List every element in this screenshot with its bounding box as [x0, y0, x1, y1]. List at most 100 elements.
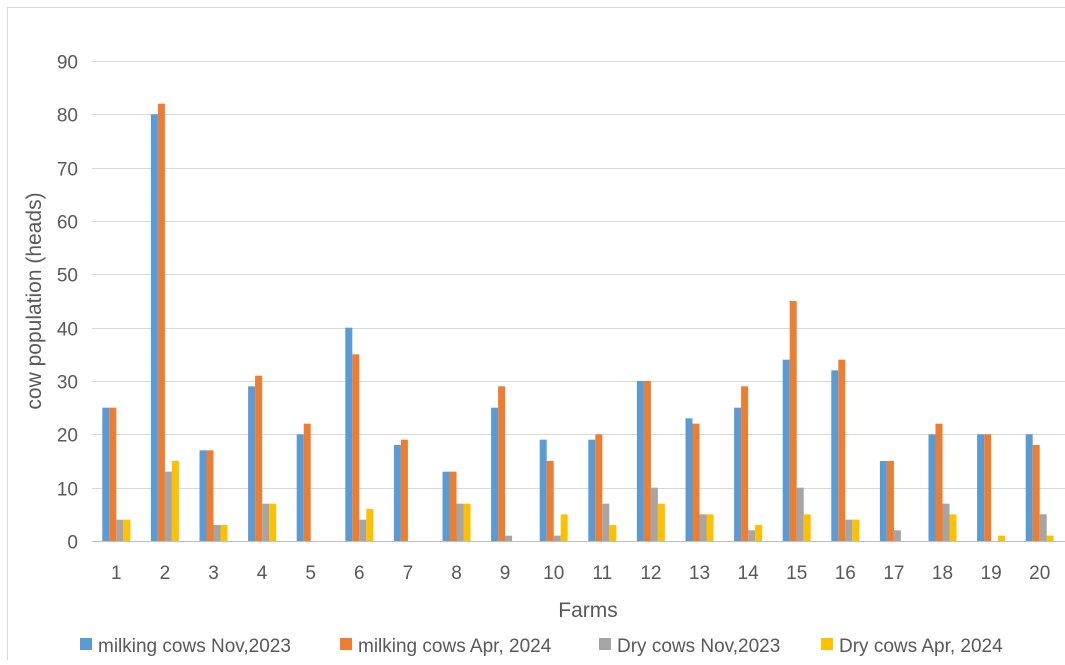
- bar: [269, 504, 276, 541]
- x-tick-label: 20: [1029, 563, 1050, 584]
- legend: milking cows Nov,2023 milking cows Apr, 2…: [80, 636, 1003, 657]
- x-tick-label: 15: [786, 563, 807, 584]
- x-axis-title: Farms: [558, 599, 618, 622]
- bar: [547, 461, 554, 541]
- bar: [123, 520, 130, 541]
- y-tick-label: 80: [57, 106, 78, 127]
- bar: [450, 472, 457, 541]
- bar: [304, 424, 311, 541]
- bar: [700, 514, 707, 541]
- bar: [831, 370, 838, 541]
- bar: [790, 301, 797, 541]
- x-tick-label: 7: [403, 563, 414, 584]
- x-tick-label: 6: [354, 563, 365, 584]
- legend-swatch: [80, 638, 92, 650]
- bar: [151, 114, 158, 541]
- legend-label: milking cows Apr, 2024: [358, 636, 552, 657]
- bar: [998, 536, 1005, 541]
- bar: [651, 488, 658, 541]
- x-tick-label: 3: [208, 563, 219, 584]
- bar: [221, 525, 228, 541]
- bar: [797, 488, 804, 541]
- bar: [707, 514, 714, 541]
- x-tick-label: 10: [543, 563, 564, 584]
- bar: [297, 434, 304, 541]
- y-tick-label: 70: [57, 160, 78, 181]
- x-tick-label: 2: [160, 563, 171, 584]
- x-tick-label: 17: [883, 563, 904, 584]
- legend-swatch: [821, 638, 833, 650]
- bar: [1033, 445, 1040, 541]
- bar: [554, 536, 561, 541]
- y-tick-label: 30: [57, 373, 78, 394]
- bar: [637, 381, 644, 541]
- x-tick-label: 18: [932, 563, 953, 584]
- bar: [109, 408, 116, 541]
- y-axis-title: cow population (heads): [23, 192, 46, 409]
- bar: [977, 434, 984, 541]
- bar: [1026, 434, 1033, 541]
- bar: [588, 440, 595, 541]
- x-tick-label: 13: [689, 563, 710, 584]
- bar: [950, 514, 957, 541]
- bar: [693, 424, 700, 541]
- y-tick-label: 20: [57, 426, 78, 447]
- x-tick-label: 5: [305, 563, 316, 584]
- bar: [1040, 514, 1047, 541]
- y-tick-label: 10: [57, 480, 78, 501]
- bar: [741, 386, 748, 541]
- bar: [505, 536, 512, 541]
- legend-label: Dry cows Nov,2023: [617, 636, 780, 657]
- bar: [165, 472, 172, 541]
- x-tick-label: 14: [738, 563, 760, 584]
- bar: [345, 328, 352, 541]
- bar: [255, 376, 262, 541]
- bar: [838, 360, 845, 541]
- bar: [207, 450, 214, 541]
- bar: [644, 381, 651, 541]
- x-tick-label: 16: [835, 563, 856, 584]
- bar: [561, 514, 568, 541]
- bar: [783, 360, 790, 541]
- legend-swatch: [599, 638, 611, 650]
- bar: [943, 504, 950, 541]
- bar: [116, 520, 123, 541]
- bar: [609, 525, 616, 541]
- bar: [359, 520, 366, 541]
- bar: [595, 434, 602, 541]
- bar: [352, 354, 359, 541]
- bar: [366, 509, 373, 541]
- legend-label: Dry cows Apr, 2024: [839, 636, 1003, 657]
- bar: [929, 434, 936, 541]
- bar: [394, 445, 401, 541]
- bar: [443, 472, 450, 541]
- bar: [734, 408, 741, 541]
- x-tick-label: 9: [500, 563, 511, 584]
- bar: [1047, 536, 1054, 541]
- x-tick-label: 4: [257, 563, 268, 584]
- bar: [401, 440, 408, 541]
- bar: [200, 450, 207, 541]
- y-tick-label: 90: [57, 53, 78, 74]
- bar: [214, 525, 221, 541]
- y-tick-label: 50: [57, 266, 78, 287]
- x-tick-label: 12: [640, 563, 661, 584]
- bar: [248, 386, 255, 541]
- x-tick-label: 11: [592, 563, 612, 584]
- bar: [602, 504, 609, 541]
- y-tick-label: 60: [57, 213, 78, 234]
- bar: [158, 104, 165, 541]
- bar: [464, 504, 471, 541]
- bar: [748, 530, 755, 541]
- y-tick-label: 40: [57, 320, 78, 341]
- bar: [804, 514, 811, 541]
- x-tick-label: 1: [111, 563, 122, 584]
- bar: [491, 408, 498, 541]
- bar: [102, 408, 109, 541]
- legend-swatch: [340, 638, 352, 650]
- bar: [755, 525, 762, 541]
- bar: [880, 461, 887, 541]
- bar: [887, 461, 894, 541]
- legend-label: milking cows Nov,2023: [98, 636, 291, 657]
